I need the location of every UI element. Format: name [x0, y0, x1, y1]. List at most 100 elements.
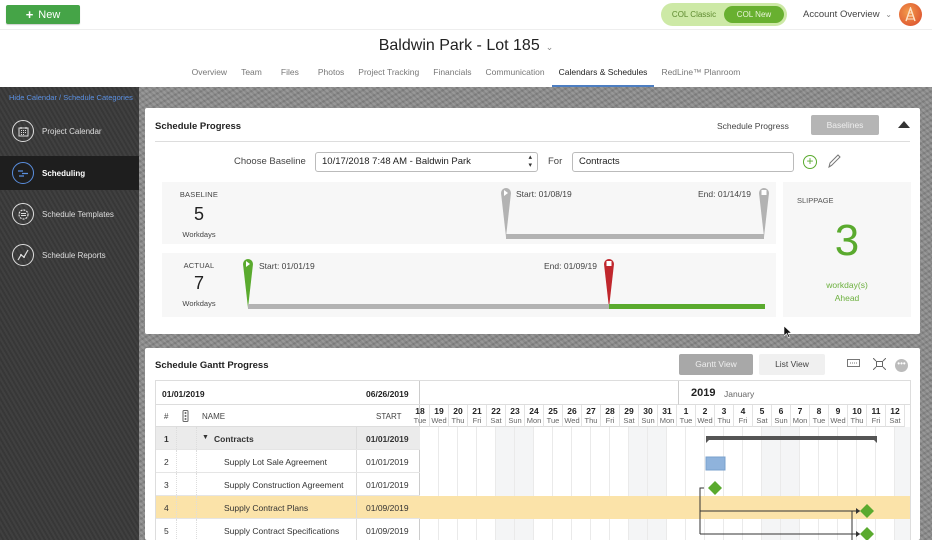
panel-title: Schedule Gantt Progress [155, 360, 269, 371]
avatar[interactable] [899, 3, 922, 26]
mouse-cursor-icon [784, 326, 792, 338]
plus-icon: + [25, 7, 34, 22]
col-new-option[interactable]: COL New [724, 6, 784, 23]
actual-workdays-unit: Workdays [182, 299, 216, 308]
more-options-icon[interactable]: ••• [895, 359, 908, 372]
template-gear-icon [12, 203, 34, 225]
sidebar: Hide Calendar / Schedule Categories Proj… [0, 87, 139, 540]
collapse-up-icon[interactable] [898, 121, 910, 128]
tab-calendars-schedules[interactable]: Calendars & Schedules [551, 66, 655, 87]
project-title[interactable]: Baldwin Park - Lot 185 ⌄ [0, 37, 932, 55]
gantt-view-button[interactable]: Gantt View [679, 354, 753, 375]
sidebar-item-label: Schedule Templates [42, 209, 114, 219]
baseline-row: BASELINE 5 Workdays Start: 01/08/19 End:… [162, 182, 776, 244]
baseline-select[interactable]: 10/17/2018 7:48 AM - Baldwin Park ▴ ▾ [315, 152, 538, 172]
task-start: 01/01/2019 [366, 457, 409, 467]
tab-redline-planroom[interactable]: RedLine™ Planroom [661, 67, 741, 77]
gantt-task-table: 01/01/2019 06/26/2019 # NAME START 1 ▼ C… [156, 381, 420, 540]
day-header: 8 Tue [810, 405, 829, 427]
year-label: 2019 [691, 387, 716, 399]
tab-communication[interactable]: Communication [485, 67, 545, 77]
divider [155, 141, 910, 142]
tab-overview[interactable]: Overview [191, 67, 228, 77]
milestone-diamond [860, 504, 874, 518]
actual-start-pin-icon [243, 259, 253, 308]
task-start: 01/01/2019 [366, 480, 409, 490]
for-input[interactable]: Contracts [572, 152, 794, 172]
col-start-header[interactable]: START [376, 412, 402, 421]
collapse-triangle-icon[interactable]: ▼ [202, 434, 209, 441]
day-header: 12 Sat [886, 405, 905, 427]
slippage-label: SLIPPAGE [797, 196, 834, 205]
schedule-progress-link[interactable]: Schedule Progress [717, 121, 789, 131]
table-row[interactable]: 2 Supply Lot Sale Agreement 01/01/2019 [156, 450, 420, 473]
project-header: Baldwin Park - Lot 185 ⌄ Overview Team Fi… [0, 30, 932, 87]
company-logo-icon [905, 7, 916, 22]
baselines-button[interactable]: Baselines [811, 115, 879, 135]
col-classic-option[interactable]: COL Classic [671, 10, 717, 19]
sidebar-item-scheduling[interactable]: Scheduling [0, 156, 139, 190]
day-header: 27 Thu [582, 405, 601, 427]
hide-categories-link[interactable]: Hide Calendar / Schedule Categories [9, 93, 133, 102]
reports-chart-icon [12, 244, 34, 266]
task-name: Supply Contract Specifications [224, 526, 340, 536]
table-row-highlighted[interactable]: 4 Supply Contract Plans 01/09/2019 [156, 496, 420, 519]
chevron-down-icon: ⌄ [545, 42, 554, 52]
list-view-button[interactable]: List View [759, 354, 825, 375]
baseline-select-value: 10/17/2018 7:48 AM - Baldwin Park [322, 156, 471, 167]
january-header: 2019 January [679, 381, 910, 405]
baseline-start-date: Start: 01/08/19 [516, 189, 572, 199]
task-name: Supply Lot Sale Agreement [224, 457, 328, 467]
gantt-bars [699, 436, 877, 540]
pencil-icon[interactable] [827, 153, 841, 169]
add-circle-icon[interactable]: + [803, 155, 817, 169]
account-overview-menu[interactable]: Account Overview ⌄ [803, 9, 892, 20]
day-header: 4 Fri [734, 405, 753, 427]
day-header: 18 Tue [411, 405, 430, 427]
tab-financials[interactable]: Financials [433, 67, 472, 77]
table-row[interactable]: 3 Supply Construction Agreement 01/01/20… [156, 473, 420, 496]
choose-baseline-label: Choose Baseline [234, 156, 306, 167]
summary-bar [706, 436, 877, 443]
day-header: 25 Tue [544, 405, 563, 427]
tab-files[interactable]: Files [280, 67, 299, 77]
tab-team[interactable]: Team [241, 67, 262, 77]
schedule-progress-panel: Schedule Progress Schedule Progress Base… [145, 108, 920, 334]
task-start: 01/01/2019 [366, 434, 409, 444]
day-header: 11 Fri [867, 405, 886, 427]
select-arrows-icon: ▴ ▾ [528, 154, 532, 169]
top-bar: + New COL Classic COL New Account Overvi… [0, 0, 932, 30]
day-header: 23 Sun [506, 405, 525, 427]
day-header: 5 Sat [753, 405, 772, 427]
day-header: 20 Thu [449, 405, 468, 427]
slippage-box: SLIPPAGE 3 workday(s) Ahead [783, 182, 911, 317]
sidebar-item-schedule-templates[interactable]: Schedule Templates [0, 197, 139, 231]
new-button[interactable]: + New [6, 5, 80, 24]
baseline-start-pin-icon [501, 188, 511, 237]
actual-end-date: End: 01/09/19 [544, 261, 597, 271]
table-row[interactable]: 5 Supply Contract Specifications 01/09/2… [156, 519, 420, 540]
col-name-header[interactable]: NAME [202, 412, 226, 421]
fullscreen-icon[interactable] [873, 358, 886, 370]
range-start: 01/01/2019 [162, 389, 205, 399]
day-header: 22 Sat [487, 405, 506, 427]
day-header: 9 Wed [829, 405, 848, 427]
highlighted-row-band [420, 496, 910, 519]
panel-title: Schedule Progress [155, 121, 242, 132]
tab-project-tracking[interactable]: Project Tracking [358, 67, 420, 77]
project-tabs: Overview Team Files Photos Project Track… [0, 66, 932, 87]
day-header: 26 Wed [563, 405, 582, 427]
baseline-workdays-unit: Workdays [182, 230, 216, 239]
table-row[interactable]: 1 ▼ Contracts 01/01/2019 [156, 427, 420, 450]
traffic-light-icon[interactable] [181, 410, 190, 422]
sidebar-item-project-calendar[interactable]: Project Calendar [0, 114, 139, 148]
day-header: 2 Wed [696, 405, 715, 427]
account-overview-label: Account Overview [803, 9, 880, 20]
slippage-unit: workday(s) [826, 280, 868, 290]
keyboard-icon[interactable] [847, 359, 860, 367]
col-version-toggle: COL Classic COL New [661, 3, 787, 26]
sidebar-item-schedule-reports[interactable]: Schedule Reports [0, 238, 139, 272]
day-header: 31 Mon [658, 405, 677, 427]
tab-photos[interactable]: Photos [317, 67, 345, 77]
task-start: 01/09/2019 [366, 503, 409, 513]
